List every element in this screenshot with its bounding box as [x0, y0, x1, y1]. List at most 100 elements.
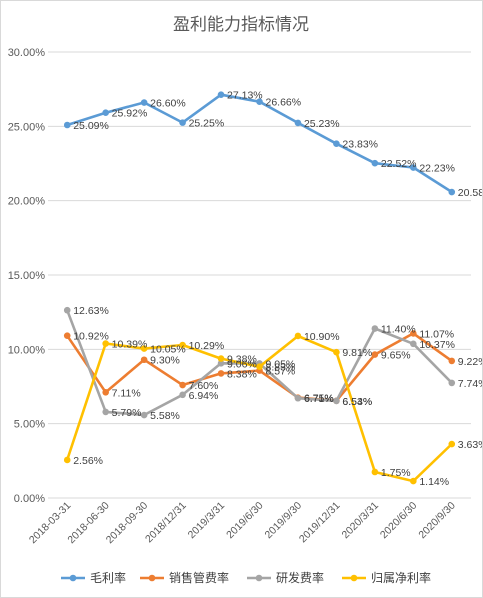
legend-marker-2 [255, 574, 263, 582]
data-point [217, 91, 225, 98]
series-layer [63, 91, 456, 485]
data-label: 7.60% [189, 380, 219, 392]
data-label: 2.56% [73, 455, 103, 467]
data-label: 25.25% [189, 118, 225, 130]
legend-marker-3 [350, 574, 358, 582]
legend: 毛利率 销售管费率 研发费率 归属净利率 [61, 570, 431, 585]
data-point [179, 391, 186, 399]
data-label: 8.38% [227, 368, 257, 380]
data-point [102, 388, 109, 396]
data-point [448, 188, 456, 196]
data-label: 9.38% [227, 354, 257, 366]
data-label: 9.05% [266, 358, 296, 370]
x-tick-label: 2020/9/30 [416, 500, 458, 542]
data-point [410, 164, 417, 171]
y-tick-label: 0.00% [14, 493, 45, 505]
data-label: 6.94% [189, 390, 219, 402]
data-label: 10.92% [73, 331, 109, 343]
data-point [294, 394, 302, 402]
data-label: 1.14% [419, 476, 449, 488]
data-point [179, 341, 186, 349]
data-point [63, 332, 71, 339]
data-label: 25.23% [304, 118, 340, 130]
data-point [410, 340, 417, 348]
x-tick-label: 2019/12/31 [297, 500, 343, 546]
data-label: 3.63% [458, 439, 482, 451]
data-label: 22.52% [381, 158, 417, 170]
y-tick-label: 10.00% [8, 344, 46, 356]
data-point [217, 355, 225, 362]
data-label: 1.75% [381, 467, 411, 479]
data-point [410, 330, 417, 337]
x-axis-ticks: 2018-03-312018-06-302018-09-302018/12/31… [27, 500, 458, 547]
legend-label-1: 销售管费率 [169, 570, 229, 585]
data-point [333, 397, 340, 405]
data-label: 9.30% [150, 355, 180, 367]
data-point [140, 356, 148, 364]
y-tick-label: 15.00% [8, 270, 46, 282]
data-label: 9.06% [227, 358, 257, 370]
data-point [294, 332, 302, 340]
data-point [179, 381, 186, 389]
data-point [140, 345, 148, 352]
data-point [371, 325, 379, 332]
data-label: 22.23% [419, 163, 455, 175]
data-label: 10.29% [189, 340, 225, 352]
data-label: 9.81% [342, 347, 372, 359]
x-tick-label: 2020/3/31 [339, 500, 381, 542]
data-label: 12.63% [73, 305, 109, 317]
data-point [140, 411, 148, 419]
data-label: 23.83% [342, 139, 378, 151]
data-label: 5.79% [112, 407, 142, 419]
x-tick-label: 2019/6/30 [224, 500, 266, 542]
data-point [140, 99, 148, 106]
data-label: 8.57% [266, 366, 296, 378]
data-label: 11.07% [419, 328, 454, 340]
legend-label-0: 毛利率 [90, 570, 126, 585]
legend-marker-1 [148, 574, 156, 582]
data-point [448, 440, 456, 448]
data-label: 27.13% [227, 90, 263, 102]
data-label: 10.90% [304, 331, 340, 343]
data-label: 10.39% [112, 339, 148, 351]
legend-label-3: 归属净利率 [371, 570, 431, 585]
data-point [371, 351, 379, 358]
data-point [333, 140, 340, 148]
data-point [371, 159, 379, 167]
x-tick-label: 2019/3/31 [186, 500, 228, 542]
data-point [256, 98, 263, 105]
x-tick-label: 2018-09-30 [104, 500, 151, 547]
y-tick-label: 20.00% [8, 196, 46, 208]
x-tick-label: 2018/12/31 [143, 500, 189, 546]
data-point [448, 379, 456, 387]
data-label: 10.05% [150, 344, 186, 356]
gridlines [48, 51, 471, 499]
chart-title: 盈利能力指标情况 [173, 15, 309, 34]
data-label: 9.22% [458, 356, 482, 368]
legend-marker-0 [69, 574, 77, 582]
y-axis-ticks: 0.00% 5.00% 10.00% 15.00% 20.00% 25.00% 30.00% [8, 47, 46, 505]
data-label: 8.83% [266, 362, 296, 374]
data-point [410, 477, 417, 485]
data-label: 11.40% [381, 324, 416, 336]
data-point [217, 360, 225, 367]
x-tick-label: 2020/6/30 [378, 500, 420, 542]
data-label: 25.92% [112, 108, 148, 120]
data-point [63, 306, 71, 314]
data-label: 20.58% [458, 187, 482, 199]
y-tick-label: 5.00% [14, 419, 45, 431]
y-tick-label: 30.00% [8, 47, 46, 59]
data-point [448, 357, 456, 365]
data-point [371, 468, 379, 476]
data-label: 26.60% [150, 98, 186, 110]
data-point [256, 363, 263, 371]
data-point [102, 340, 109, 347]
data-label: 9.65% [381, 350, 411, 362]
data-label: 6.71% [304, 393, 334, 405]
y-tick-label: 25.00% [8, 121, 46, 133]
data-point [63, 121, 71, 129]
legend-label-2: 研发费率 [276, 570, 324, 585]
data-label: 7.11% [112, 387, 141, 399]
data-point [333, 348, 340, 356]
